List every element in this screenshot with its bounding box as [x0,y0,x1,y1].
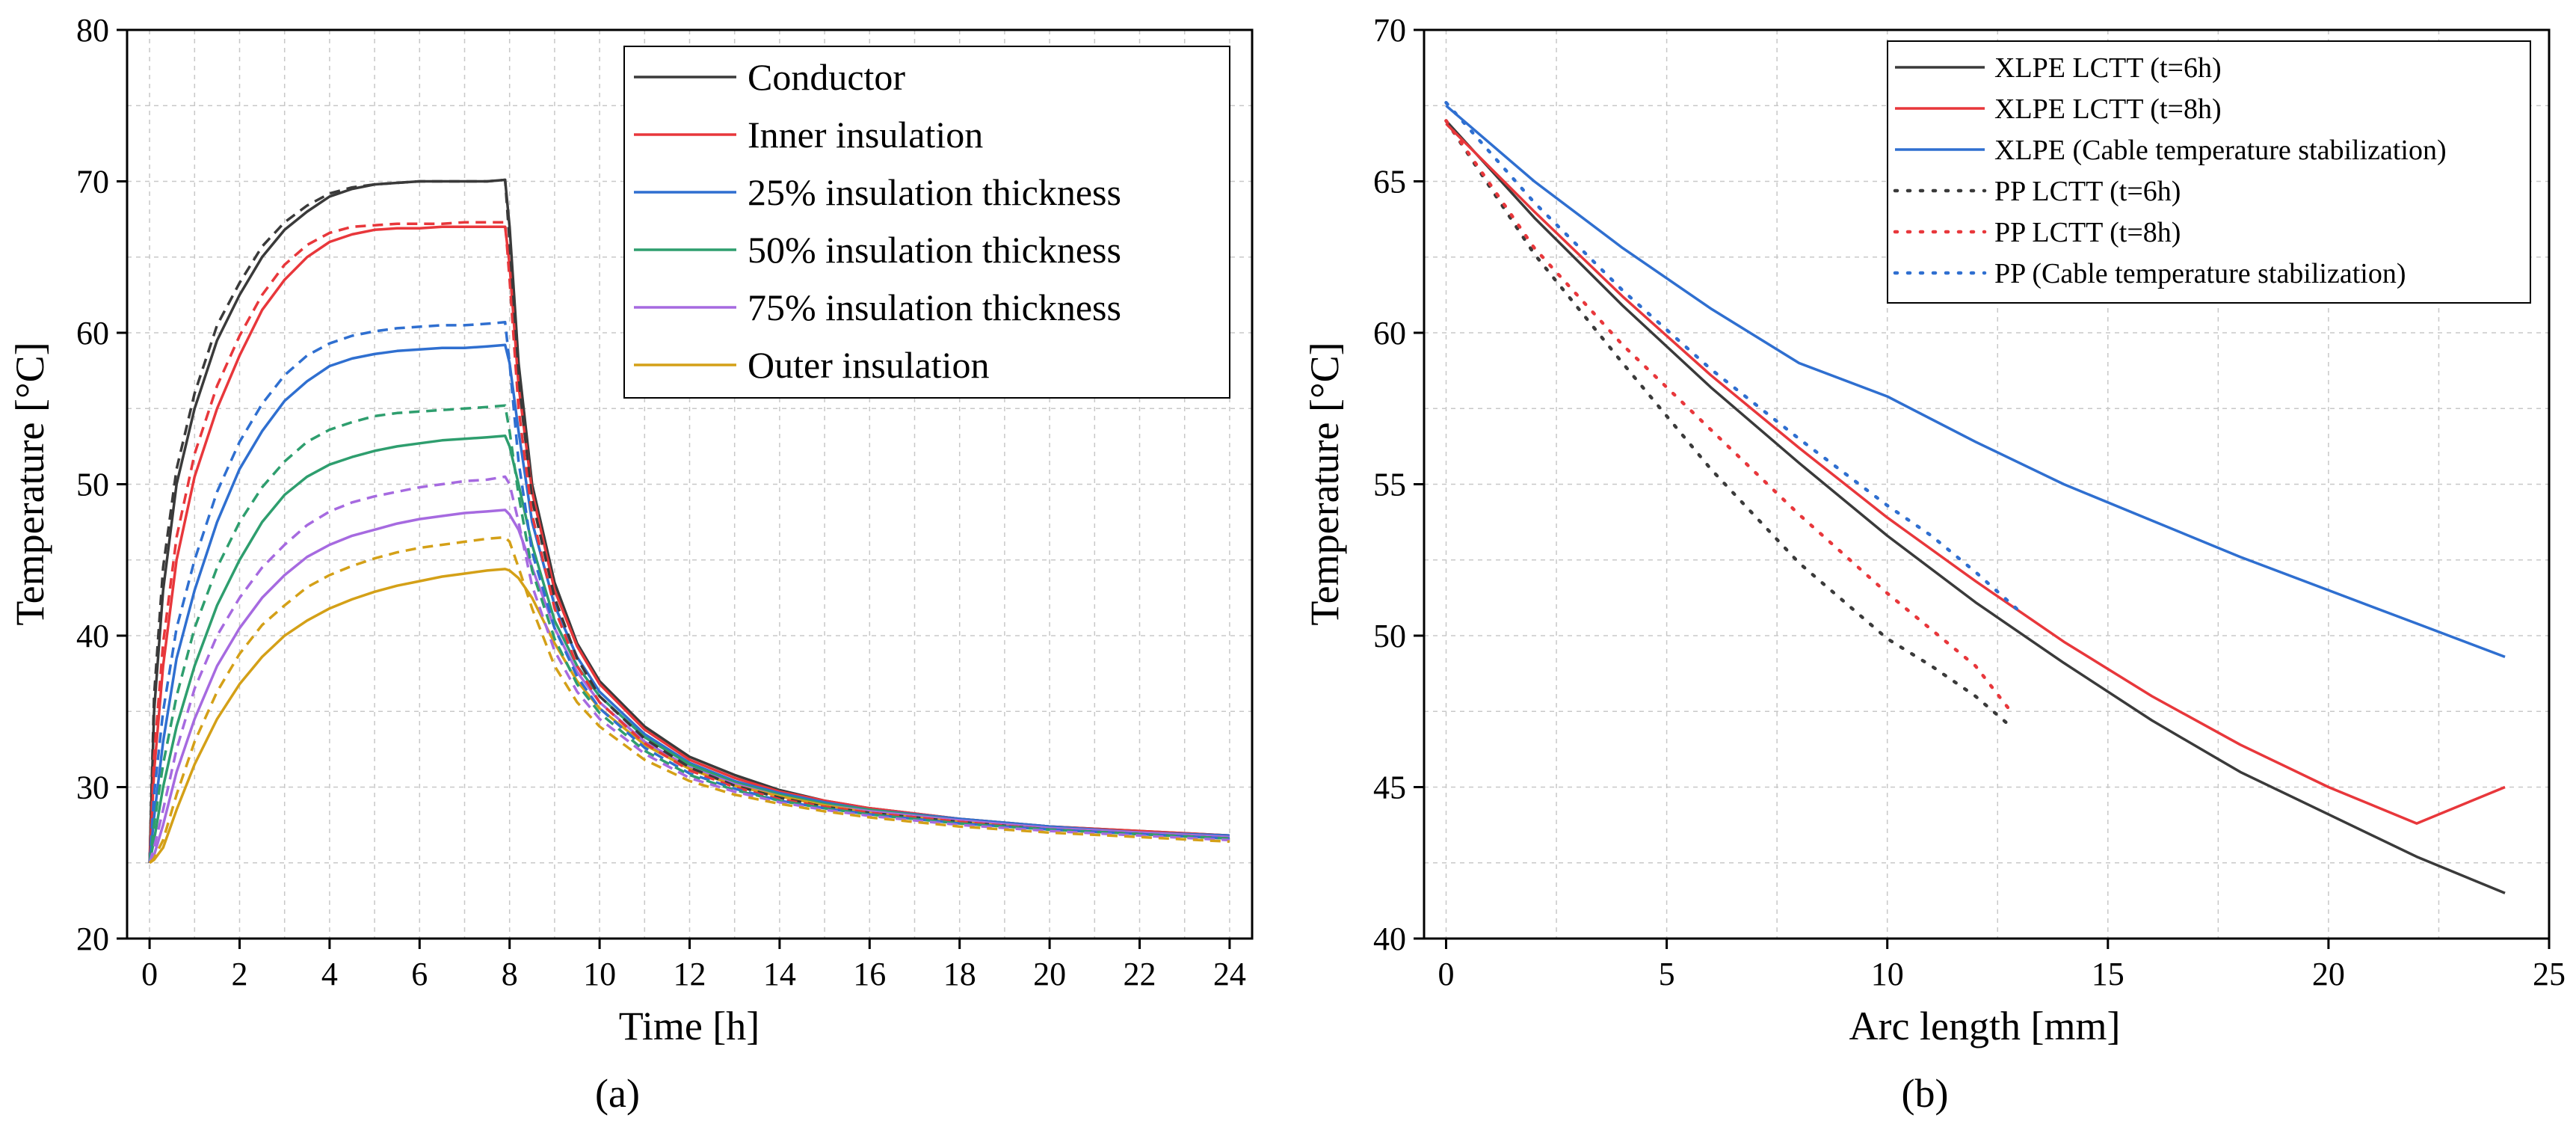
panel-b-legend: XLPE LCTT (t=6h) XLPE LCTT (t=8h) XLPE (Ca… [1887,40,2531,304]
panel-b-ylabel: Temperature [°C] [1302,342,1347,625]
a-series-line [148,535,1230,865]
panel-a-label: (a) [595,1071,640,1116]
a-xtick-label: 2 [232,956,248,992]
b-ytick-label: 70 [1373,12,1406,49]
a-ytick-label: 20 [76,921,109,957]
a-series-line [148,404,1230,864]
b-series-line [1445,123,2506,825]
panel-b-legend-items: XLPE LCTT (t=6h) XLPE LCTT (t=8h) XLPE (Ca… [1893,52,2447,289]
b-xtick-label: 15 [2092,956,2124,992]
a-xtick-label: 8 [502,956,518,992]
panel-a-legend-label: 25% insulation thickness [748,171,1121,213]
a-xtick-label: 18 [943,956,976,992]
panel-b-label: (b) [1902,1071,1949,1116]
a-series-line [148,225,1230,863]
a-xtick-label: 12 [674,956,706,992]
b-ytick-label: 55 [1373,467,1406,503]
b-xtick-label: 20 [2312,956,2345,992]
a-ytick-label: 50 [76,467,109,503]
b-xtick-label: 0 [1438,956,1455,992]
a-ytick-label: 60 [76,315,109,351]
b-series-line [1445,120,2506,894]
b-series-line [1445,104,2506,659]
a-ytick-label: 40 [76,618,109,654]
panel-b-chart: 0 5 10 15 20 25 40 45 50 55 60 65 70 Arc length [mm]… [1302,12,2566,1116]
panel-b-legend-label: XLPE (Cable temperature stabilization) [1994,135,2447,166]
panel-b-ticks: 0 5 10 15 20 25 40 45 50 55 60 65 70 [1373,12,2566,992]
a-xtick-label: 24 [1213,956,1246,992]
b-xtick-label: 25 [2533,956,2566,992]
a-ytick-label: 30 [76,770,109,806]
panel-b-legend-label: XLPE LCTT (t=8h) [1994,93,2222,125]
panel-a-grid [127,29,1252,939]
a-xtick-label: 16 [853,956,886,992]
a-xtick-label: 14 [763,956,796,992]
a-series-line [148,221,1230,863]
a-series-line [148,343,1230,863]
b-ytick-label: 45 [1373,770,1406,806]
panel-b-legend-label: PP LCTT (t=6h) [1994,176,2181,207]
a-series-line [148,321,1230,863]
b-xtick-label: 10 [1871,956,1904,992]
a-ytick-label: 80 [76,12,109,49]
b-ytick-label: 60 [1373,315,1406,351]
a-xtick-label: 0 [141,956,158,992]
panel-b-legend-label: PP LCTT (t=8h) [1994,217,2181,248]
panel-a-legend-label: 75% insulation thickness [748,286,1121,328]
panel-a-ylabel: Temperature [°C] [7,342,52,625]
a-xtick-label: 6 [411,956,428,992]
panel-a-legend-label: Conductor [748,56,905,98]
panel-a-legend-label: Inner insulation [748,114,983,156]
a-xtick-label: 10 [583,956,616,992]
a-xtick-label: 22 [1124,956,1156,992]
a-xtick-label: 20 [1033,956,1066,992]
b-ytick-label: 65 [1373,164,1406,200]
b-xtick-label: 5 [1659,956,1675,992]
panel-b-legend-label: XLPE LCTT (t=6h) [1994,52,2222,84]
a-series-line [149,568,1230,865]
panel-a-series-group [148,178,1230,865]
b-series-line [1444,119,2013,728]
b-ytick-label: 40 [1373,921,1406,957]
a-series-line [148,434,1230,864]
panel-a-legend: Conductor Inner insulation 25% insulation … [623,46,1230,399]
a-series-line [148,475,1230,864]
panel-a-legend-label: 50% insulation thickness [748,229,1121,271]
panel-b-xlabel: Arc length [mm] [1849,1004,2121,1048]
panel-a-legend-box [623,46,1230,399]
b-ytick-label: 50 [1373,618,1406,654]
a-ytick-label: 70 [76,164,109,200]
panel-b-legend-box [1887,40,2531,304]
panel-b-legend-label: PP (Cable temperature stabilization) [1994,258,2406,289]
panel-a-legend-label: Outer insulation [748,344,990,386]
panel-a-legend-items: Conductor Inner insulation 25% insulation … [634,56,1121,386]
panel-a-xlabel: Time [h] [619,1004,760,1048]
panel-b-series-group [1444,100,2506,894]
a-xtick-label: 4 [321,956,338,992]
